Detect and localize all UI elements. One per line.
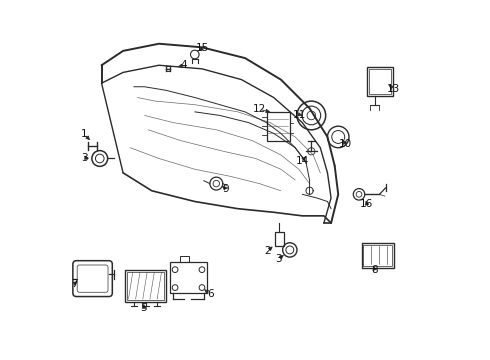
Text: 8: 8 (371, 265, 378, 275)
Bar (364, 244, 392, 266)
Text: 4: 4 (181, 60, 187, 70)
Bar (368, 69, 391, 94)
Text: 11: 11 (293, 110, 306, 120)
Text: 3: 3 (275, 254, 282, 264)
Text: 14: 14 (296, 156, 309, 166)
Text: 5: 5 (141, 303, 147, 314)
Text: 10: 10 (339, 139, 352, 149)
Text: 1: 1 (81, 129, 88, 139)
Bar (362, 243, 394, 268)
Text: 16: 16 (360, 199, 373, 210)
Text: 13: 13 (387, 84, 400, 94)
Bar (170, 262, 207, 293)
Bar (274, 232, 284, 246)
Text: 3: 3 (81, 153, 88, 163)
Text: 7: 7 (71, 279, 77, 289)
Text: 15: 15 (196, 43, 209, 53)
Bar (367, 67, 393, 96)
Bar (180, 256, 190, 262)
Text: 9: 9 (222, 184, 229, 194)
Text: 6: 6 (207, 289, 214, 299)
Bar (267, 112, 290, 140)
Text: 12: 12 (253, 104, 266, 114)
Text: 2: 2 (264, 246, 271, 256)
Bar (127, 272, 164, 300)
Bar (125, 270, 166, 302)
